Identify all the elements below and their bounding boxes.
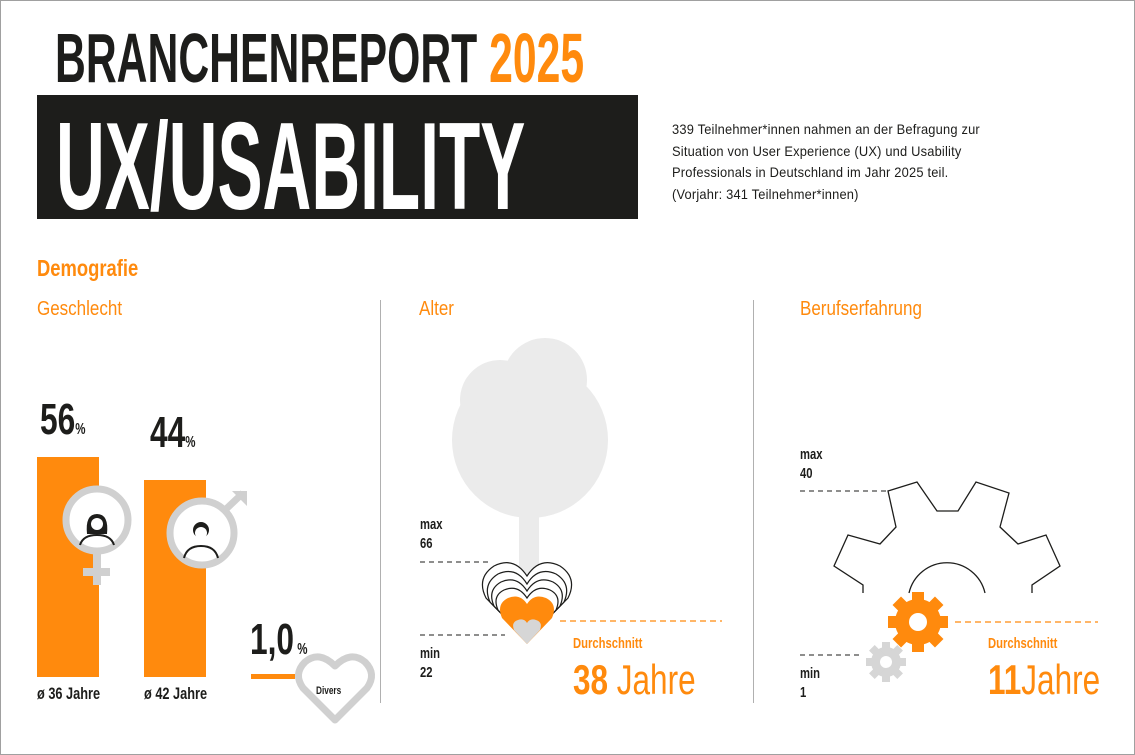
tree-icon	[452, 338, 608, 580]
gender-title: Geschlecht	[37, 298, 123, 320]
experience-avg-label: Durchschnitt	[988, 635, 1058, 652]
male-avg-age: ø 42 Jahre	[144, 684, 208, 703]
intro-text: 339 Teilnehmer*innen nahmen an der Befra…	[672, 119, 980, 205]
experience-max: max 40	[800, 446, 823, 482]
report-title: BRANCHENREPORT 2025	[55, 18, 584, 98]
diverse-heart-icon	[295, 653, 375, 724]
experience-min: min 1	[800, 665, 821, 701]
average-gear-icon	[888, 592, 948, 652]
male-percent: 44%	[150, 408, 196, 457]
intro-line: Situation von User Experience (UX) und U…	[672, 142, 962, 159]
age-max: max 66	[420, 516, 443, 552]
female-symbol-icon	[62, 485, 132, 585]
average-heart-icon	[500, 596, 554, 644]
male-symbol-icon	[166, 490, 247, 569]
section-title: Demografie	[37, 255, 139, 281]
divider	[380, 300, 381, 703]
title-banner	[37, 95, 638, 219]
age-avg: 38 Jahre	[573, 656, 696, 703]
diverse-label: Divers	[316, 685, 342, 697]
age-title: Alter	[419, 298, 454, 320]
min-gear-icon	[866, 642, 906, 682]
female-percent: 56%	[40, 395, 86, 444]
diverse-percent: 1,0 %	[250, 615, 308, 664]
intro-line: 339 Teilnehmer*innen nahmen an der Befra…	[672, 121, 980, 137]
min-heart-icon	[513, 619, 541, 644]
intro-line: (Vorjahr: 341 Teilnehmer*innen)	[672, 185, 859, 202]
max-gear-icon	[833, 481, 1061, 594]
title-year: 2025	[489, 19, 585, 97]
experience-avg: 11Jahre	[988, 656, 1101, 703]
experience-title: Berufserfahrung	[800, 298, 922, 320]
title-main: UX/USABILITY	[56, 98, 526, 236]
intro-line: Professionals in Deutschland im Jahr 202…	[672, 164, 949, 180]
age-min: min 22	[420, 645, 441, 681]
age-avg-label: Durchschnitt	[573, 635, 643, 652]
title-prefix: BRANCHENREPORT	[55, 19, 478, 97]
diverse-bar	[251, 674, 295, 679]
divider	[753, 300, 754, 703]
female-avg-age: ø 36 Jahre	[37, 684, 101, 703]
